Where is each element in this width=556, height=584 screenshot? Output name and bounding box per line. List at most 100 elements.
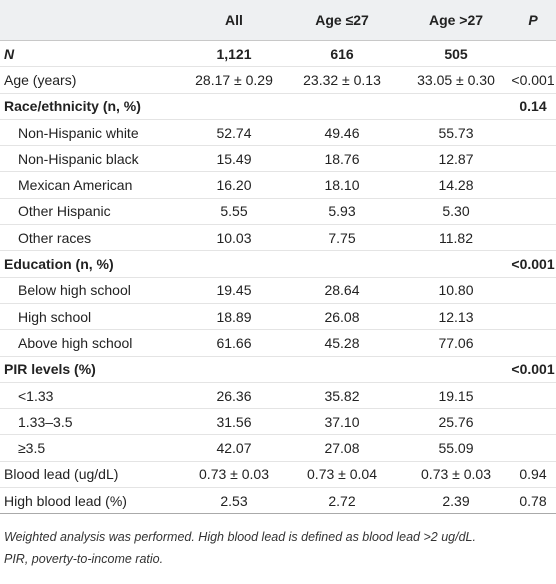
cell (510, 329, 556, 357)
cell: 26.36 (186, 382, 282, 410)
table-row: Education (n, %) <0.001 (0, 250, 556, 278)
cell: 25.76 (402, 408, 510, 436)
cell: 16.20 (186, 171, 282, 199)
cell: <0.001 (510, 66, 556, 94)
cell: 49.46 (282, 119, 402, 147)
row-label: High school (0, 303, 186, 331)
cell: 14.28 (402, 171, 510, 199)
cell: 28.17 ± 0.29 (186, 66, 282, 94)
cell: 10.80 (402, 277, 510, 304)
row-label: PIR levels (%) (0, 356, 186, 383)
table-row: High blood lead (%) 2.53 2.72 2.39 0.78 (0, 487, 556, 515)
cell: 19.45 (186, 277, 282, 304)
row-label: ≥3.5 (0, 434, 186, 462)
cell: 19.15 (402, 382, 510, 410)
row-label: 1.33–3.5 (0, 408, 186, 436)
header-cell: All (186, 0, 282, 41)
table-row: 1.33–3.5 31.56 37.10 25.76 (0, 408, 556, 436)
table-row: Other races 10.03 7.75 11.82 (0, 224, 556, 252)
cell (510, 198, 556, 226)
cell: 1,121 (186, 40, 282, 68)
cell: 505 (402, 40, 510, 68)
cell (510, 303, 556, 331)
cell: 23.32 ± 0.13 (282, 66, 402, 94)
cell: 18.10 (282, 171, 402, 199)
cell: 0.94 (510, 461, 556, 489)
table-row: Other Hispanic 5.55 5.93 5.30 (0, 198, 556, 226)
cell: 61.66 (186, 329, 282, 357)
cell: 0.78 (510, 487, 556, 515)
table-row: ≥3.5 42.07 27.08 55.09 (0, 434, 556, 462)
cell (510, 119, 556, 147)
cell: <0.001 (510, 250, 556, 278)
cell: 45.28 (282, 329, 402, 357)
row-label: Race/ethnicity (n, %) (0, 93, 186, 120)
table-row: Above high school 61.66 45.28 77.06 (0, 329, 556, 357)
cell: 5.30 (402, 198, 510, 226)
cell: 18.89 (186, 303, 282, 331)
data-table: All Age ≤27 Age >27 P N 1,121 616 505 Age (year… (0, 0, 556, 515)
footnote-line: Weighted analysis was performed. High bl… (4, 530, 476, 545)
table-row: High school 18.89 26.08 12.13 (0, 303, 556, 331)
cell: 31.56 (186, 408, 282, 436)
cell (186, 250, 282, 278)
table-row: <1.33 26.36 35.82 19.15 (0, 382, 556, 410)
cell: 11.82 (402, 224, 510, 252)
cell: 37.10 (282, 408, 402, 436)
cell (186, 93, 282, 120)
cell: 10.03 (186, 224, 282, 252)
cell (282, 93, 402, 120)
cell: 55.73 (402, 119, 510, 147)
cell: 2.39 (402, 487, 510, 515)
cell (510, 277, 556, 304)
table-row: N 1,121 616 505 (0, 40, 556, 68)
cell (282, 356, 402, 383)
cell (186, 356, 282, 383)
cell: 2.72 (282, 487, 402, 515)
row-label: Below high school (0, 277, 186, 304)
table-row: Mexican American 16.20 18.10 14.28 (0, 171, 556, 199)
cell: 18.76 (282, 145, 402, 173)
cell: 28.64 (282, 277, 402, 304)
cell: 77.06 (402, 329, 510, 357)
table-row: Age (years) 28.17 ± 0.29 23.32 ± 0.13 33.05… (0, 66, 556, 94)
cell (510, 40, 556, 68)
cell: 52.74 (186, 119, 282, 147)
cell (510, 145, 556, 173)
table-row: Race/ethnicity (n, %) 0.14 (0, 93, 556, 120)
table-row: PIR levels (%) <0.001 (0, 356, 556, 383)
header-row: All Age ≤27 Age >27 P (0, 0, 556, 41)
row-label: N (0, 40, 186, 68)
header-cell: Age >27 (402, 0, 510, 41)
row-label: Other races (0, 224, 186, 252)
cell (510, 382, 556, 410)
table-row: Below high school 19.45 28.64 10.80 (0, 277, 556, 304)
cell (510, 224, 556, 252)
cell: 35.82 (282, 382, 402, 410)
table-row: Non-Hispanic black 15.49 18.76 12.87 (0, 145, 556, 173)
cell: 33.05 ± 0.30 (402, 66, 510, 94)
cell: 55.09 (402, 434, 510, 462)
row-label: Age (years) (0, 66, 186, 94)
cell: 5.55 (186, 198, 282, 226)
table-row: Non-Hispanic white 52.74 49.46 55.73 (0, 119, 556, 147)
row-label: Non-Hispanic black (0, 145, 186, 173)
cell: <0.001 (510, 356, 556, 383)
cell: 42.07 (186, 434, 282, 462)
cell: 0.73 ± 0.03 (402, 461, 510, 489)
cell: 0.73 ± 0.04 (282, 461, 402, 489)
row-label: Education (n, %) (0, 250, 186, 278)
cell (402, 356, 510, 383)
header-cell: P (510, 0, 556, 41)
cell: 616 (282, 40, 402, 68)
cell: 0.73 ± 0.03 (186, 461, 282, 489)
cell: 27.08 (282, 434, 402, 462)
cell: 5.93 (282, 198, 402, 226)
cell (510, 408, 556, 436)
row-label: Non-Hispanic white (0, 119, 186, 147)
cell (282, 250, 402, 278)
footnote: Weighted analysis was performed. High bl… (4, 526, 556, 570)
cell: 7.75 (282, 224, 402, 252)
cell (402, 250, 510, 278)
